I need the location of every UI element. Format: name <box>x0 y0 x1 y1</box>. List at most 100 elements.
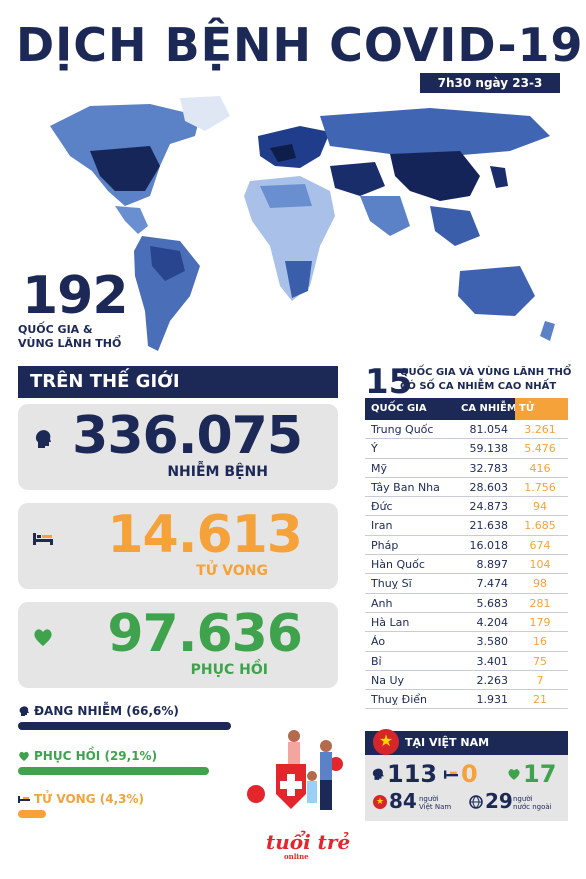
table-row: Bỉ 3.401 75 <box>365 652 568 671</box>
table-row: Mỹ 32.783 416 <box>365 459 568 478</box>
world-map <box>50 96 555 351</box>
cell-cases: 3.401 <box>476 654 509 668</box>
cell-cases: 1.931 <box>476 693 509 707</box>
heart-icon <box>19 751 29 761</box>
country-count-label-line1: QUỐC GIA & <box>18 323 93 336</box>
deaths-value: 14.613 <box>107 505 303 565</box>
table-row: Pháp 16.018 674 <box>365 536 568 556</box>
cell-country: Iran <box>371 519 393 533</box>
active-bar <box>18 722 232 730</box>
table-row: Na Uy 2.263 7 <box>365 671 568 691</box>
cell-cases: 32.783 <box>469 461 509 475</box>
cell-cases: 24.873 <box>469 500 509 514</box>
deaths-bar <box>18 810 47 818</box>
vietnam-title: TẠI VIỆT NAM <box>405 736 490 749</box>
cell-deaths: 94 <box>533 500 547 514</box>
infected-value: 336.075 <box>72 406 303 466</box>
person-head-icon <box>372 768 384 780</box>
cell-country: Anh <box>371 596 393 610</box>
cell-cases: 5.683 <box>476 596 509 610</box>
top15-number: 15 <box>365 362 413 402</box>
foreigners-count: 29 <box>485 789 513 813</box>
vn-people-label: người Việt Nam <box>419 795 451 811</box>
foreigners-label-line1: người <box>513 795 533 803</box>
active-label: ĐANG NHIỄM (66,6%) <box>34 704 179 718</box>
country-count: 192 <box>22 266 129 326</box>
heart-icon <box>508 769 520 780</box>
vietnam-header: ★ TẠI VIỆT NAM <box>365 729 568 755</box>
cell-cases: 8.897 <box>476 558 509 572</box>
vietnam-flag-icon: ★ <box>373 729 399 755</box>
vn-people-label-line2: Việt Nam <box>419 803 452 811</box>
world-section-title: TRÊN THẾ GIỚI <box>18 366 338 398</box>
table-row: Thuỵ Sĩ 7.474 98 <box>365 574 568 594</box>
logo-sub: online <box>284 852 309 861</box>
cell-deaths: 21 <box>533 693 547 707</box>
cell-deaths: 1.756 <box>524 480 556 494</box>
cell-country: Trung Quốc <box>371 423 434 436</box>
logo-text: tuổi trẻ <box>266 830 351 854</box>
deaths-label: TỬ VONG <box>196 563 268 579</box>
top15-title: QUỐC GIA VÀ VÙNG LÃNH THỔ CÓ SỐ CA NHIỄM… <box>400 366 580 394</box>
cell-cases: 4.204 <box>476 615 509 629</box>
bed-icon <box>33 533 53 545</box>
date-badge: 7h30 ngày 23-3 <box>420 73 560 93</box>
cell-country: Thuỵ Điển <box>371 693 427 707</box>
globe-icon <box>469 795 483 809</box>
cell-country: Mỹ <box>371 461 388 475</box>
vn-people-count: 84 <box>389 789 417 813</box>
top15-title-line1: QUỐC GIA VÀ VÙNG LÃNH THỔ <box>400 367 572 378</box>
recovered-label: PHỤC HỒI <box>190 662 268 678</box>
cell-cases: 21.638 <box>469 519 509 533</box>
infected-card: 336.075 NHIỄM BỆNH <box>18 404 338 490</box>
top15-title-line2: CÓ SỐ CA NHIỄM CAO NHẤT <box>400 381 557 392</box>
cell-deaths: 3.261 <box>524 423 556 436</box>
table-header: QUỐC GIA CA NHIỄM TỬ VONG <box>365 398 568 436</box>
header-cases: CA NHIỄM <box>461 403 517 414</box>
cell-country: Hàn Quốc <box>371 558 425 572</box>
vn-people-label-line1: người <box>419 795 439 803</box>
cell-country: Áo <box>371 635 386 649</box>
bed-icon <box>444 770 458 779</box>
cell-cases: 7.474 <box>476 577 509 591</box>
heart-icon <box>34 629 52 646</box>
cell-deaths: 5.476 <box>524 442 556 456</box>
cell-deaths: 674 <box>529 538 551 552</box>
cell-deaths: 179 <box>529 615 551 629</box>
vn-star-icon: ★ <box>373 795 387 809</box>
family-illustration <box>247 730 343 810</box>
cell-cases: 81.054 <box>469 423 509 436</box>
deaths-breakdown-label: TỬ VONG (4,3%) <box>34 792 144 806</box>
bed-icon <box>18 796 30 803</box>
cell-deaths: 7 <box>536 673 544 687</box>
cell-deaths: 104 <box>529 558 551 572</box>
tuoitre-logo: tuổi trẻ online <box>266 830 351 861</box>
table-row: Trung Quốc 81.054 3.261 <box>365 420 568 440</box>
cell-country: Ý <box>371 442 378 456</box>
cell-deaths: 98 <box>533 577 547 591</box>
deaths-card: 14.613 TỬ VONG <box>18 503 338 589</box>
vn-deaths: 0 <box>461 760 478 788</box>
person-head-icon <box>19 706 29 716</box>
cell-deaths: 75 <box>533 654 547 668</box>
cell-country: Pháp <box>371 538 399 552</box>
country-count-label-line2: VÙNG LÃNH THỔ <box>18 337 122 350</box>
cell-deaths: 16 <box>533 635 547 649</box>
table-row: Ý 59.138 5.476 <box>365 439 568 459</box>
cell-deaths: 416 <box>529 461 551 475</box>
cell-country: Bỉ <box>371 654 382 668</box>
top15-table: QUỐC GIA CA NHIỄM TỬ VONG Trung Quốc 81.0… <box>365 398 568 710</box>
cell-country: Thuỵ Sĩ <box>371 577 412 591</box>
table-row: Đức 24.873 94 <box>365 497 568 517</box>
table-row: Hàn Quốc 8.897 104 <box>365 555 568 575</box>
vn-recovered: 17 <box>523 760 557 788</box>
cell-country: Hà Lan <box>371 615 410 629</box>
vn-infected: 113 <box>387 760 438 788</box>
table-row: Anh 5.683 281 <box>365 594 568 613</box>
foreigners-label: người nước ngoài <box>513 795 552 811</box>
vietnam-card: ★ TẠI VIỆT NAM 113 0 17 ★ 84 người Việt … <box>365 729 568 821</box>
cell-cases: 16.018 <box>469 538 509 552</box>
recovered-value: 97.636 <box>107 604 303 664</box>
header-deaths: TỬ VONG <box>515 398 568 436</box>
cell-country: Tây Ban Nha <box>371 480 440 494</box>
